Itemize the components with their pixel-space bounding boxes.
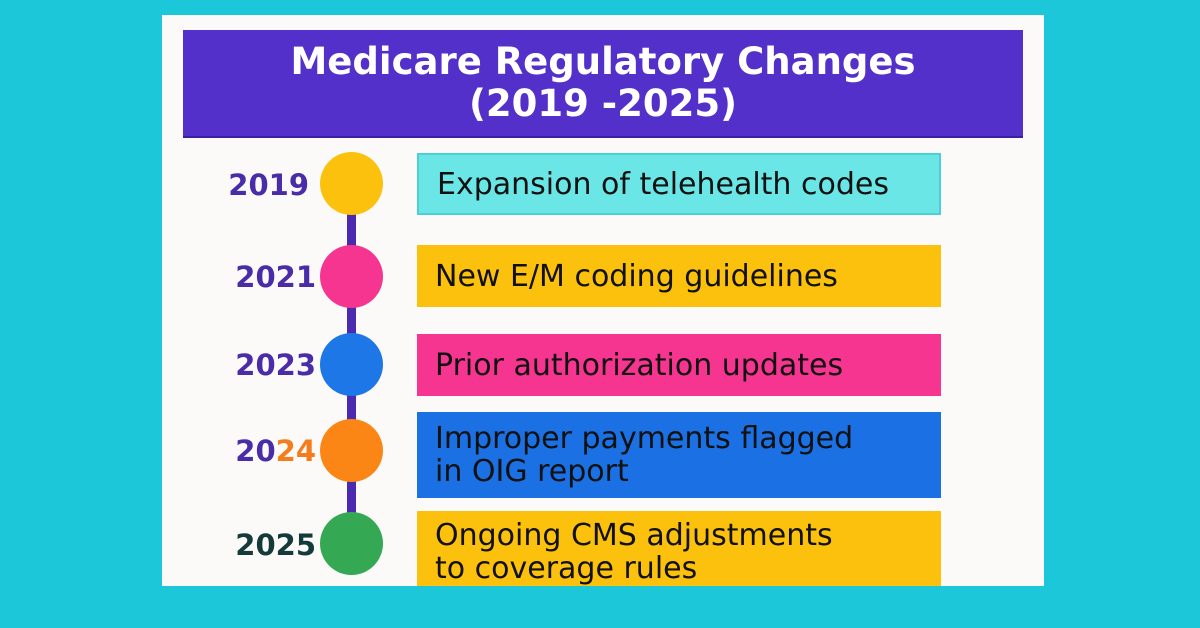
event-text-line-1: Ongoing CMS adjustments [435, 518, 833, 553]
timeline-dot [320, 152, 383, 215]
event-box: Ongoing CMS adjustments to coverage rule… [417, 511, 941, 586]
timeline-dot [320, 512, 383, 575]
timeline-dot [320, 245, 383, 308]
event-text: New E/M coding guidelines [435, 258, 838, 294]
title-banner: Medicare Regulatory Changes (2019 -2025) [183, 30, 1023, 138]
event-text: Expansion of telehealth codes [437, 166, 889, 202]
event-box: Prior authorization updates [417, 334, 941, 396]
infographic-card: Medicare Regulatory Changes (2019 -2025)… [162, 15, 1044, 586]
timeline-year: 2019 [228, 168, 309, 202]
timeline-dot [320, 333, 383, 396]
event-text-line-2: to coverage rules [435, 551, 698, 586]
timeline-year: 2023 [235, 348, 316, 382]
timeline-dot [320, 419, 383, 482]
event-box: New E/M coding guidelines [417, 245, 941, 307]
timeline-year: 2021 [235, 260, 316, 294]
event-box: Improper payments flagged in OIG report [417, 412, 941, 498]
event-text-line-1: Improper payments flagged [435, 421, 854, 456]
timeline-year: 2024 [196, 434, 316, 468]
title-line-1: Medicare Regulatory Changes [290, 40, 916, 83]
event-text-line-2: in OIG report [435, 454, 629, 489]
year-prefix: 20 [235, 434, 276, 468]
event-box: Expansion of telehealth codes [417, 153, 941, 215]
title-line-2: (2019 -2025) [468, 82, 737, 125]
year-suffix-highlight: 24 [275, 434, 316, 468]
timeline-year: 2025 [235, 528, 316, 562]
event-text: Prior authorization updates [435, 347, 844, 383]
